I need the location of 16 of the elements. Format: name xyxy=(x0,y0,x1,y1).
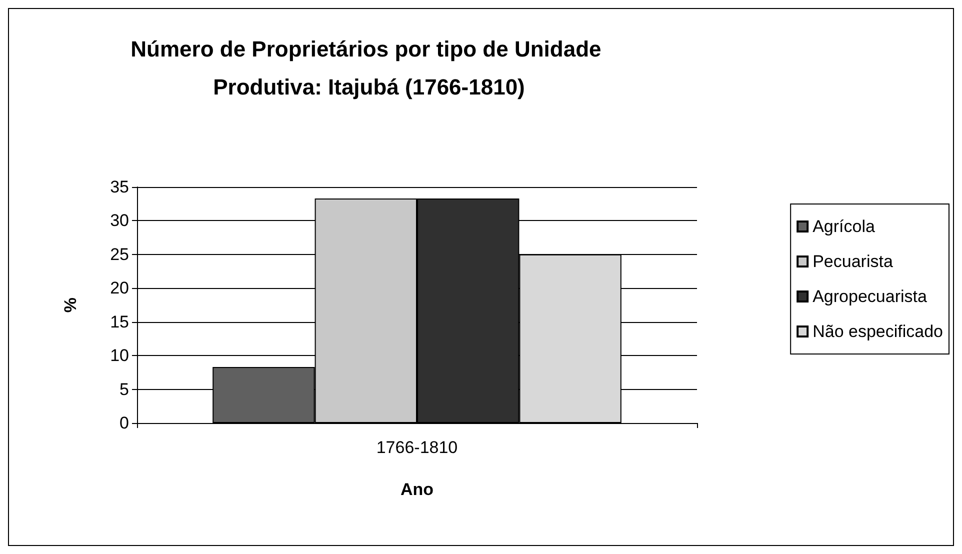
y-tick-label: 35 xyxy=(110,178,129,196)
legend-label: Pecuarista xyxy=(812,252,894,271)
y-axis-title: % xyxy=(61,297,80,313)
y-tick-label: 10 xyxy=(110,346,129,366)
y-tick-label: 5 xyxy=(120,380,129,399)
y-tick-label: 15 xyxy=(110,312,129,332)
chart-title: Número de Proprietários por tipo de Unidade Produtiva: Itajubá (1766-1810) xyxy=(130,36,608,100)
legend-label: Agrícola xyxy=(812,217,876,236)
legend-label: Agropecuarista xyxy=(812,287,928,306)
legend-label: Não especificado xyxy=(812,322,944,341)
y-tick-label: 0 xyxy=(120,414,129,432)
y-tick-label: 20 xyxy=(110,278,129,298)
x-tick-label: 1766-1810 xyxy=(376,438,458,457)
x-axis-title: Ano xyxy=(400,480,434,499)
y-tick-label: 25 xyxy=(110,244,129,264)
y-tick-label: 30 xyxy=(110,211,129,230)
